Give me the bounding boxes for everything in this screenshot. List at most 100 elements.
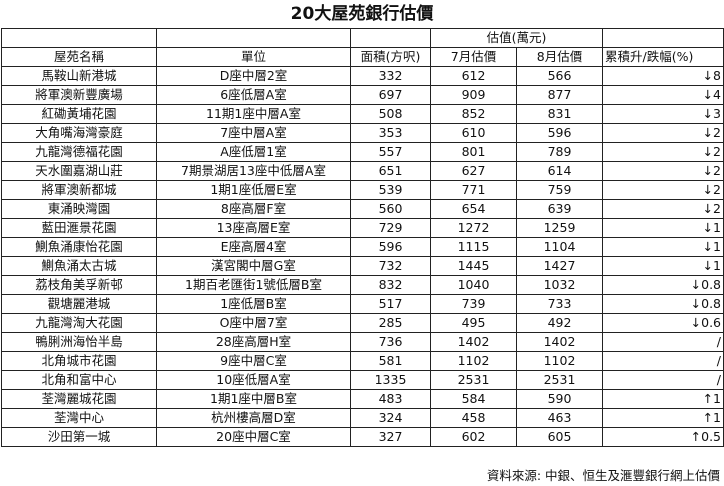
cell-unit: 20座中層C室 xyxy=(156,427,351,447)
table-row: 觀塘麗港城 1座低層B室 517 739 733 ↓0.8 xyxy=(1,294,724,314)
cell-july-valuation: 2531 xyxy=(430,370,517,390)
cell-july-valuation: 654 xyxy=(430,199,517,219)
cell-august-valuation: 1427 xyxy=(515,256,604,276)
cell-unit: D座中層2室 xyxy=(156,66,351,86)
header-area: 面積(方呎) xyxy=(350,47,431,67)
cell-area: 517 xyxy=(350,294,431,314)
cell-august-valuation: 1102 xyxy=(515,351,604,371)
header-unit: 單位 xyxy=(156,47,351,67)
cell-change: ↓8 xyxy=(602,66,724,86)
table-row: 藍田滙景花園 13座高層E室 729 1272 1259 ↓1 xyxy=(1,218,724,238)
cell-area: 729 xyxy=(350,218,431,238)
cell-august-valuation: 733 xyxy=(515,294,604,314)
cell-unit: 10座低層A室 xyxy=(156,370,351,390)
table-row: 鰂魚涌康怡花園 E座高層4室 596 1115 1104 ↓1 xyxy=(1,237,724,257)
cell-change: ↓3 xyxy=(602,104,724,124)
cell-august-valuation: 789 xyxy=(515,142,604,162)
header-blank-estate xyxy=(1,28,157,48)
table-row: 鴨脷洲海怡半島 28座高層H室 736 1402 1402/ xyxy=(1,332,724,352)
cell-estate: 荃灣中心 xyxy=(1,408,157,428)
cell-area: 651 xyxy=(350,161,431,181)
cell-estate: 觀塘麗港城 xyxy=(1,294,157,314)
table-body: 馬鞍山新港城 D座中層2室 332 612 566 ↓8 將軍澳新豐廣場 6座低層A室 697 9… xyxy=(1,66,724,447)
cell-july-valuation: 1402 xyxy=(430,332,517,352)
cell-area: 483 xyxy=(350,389,431,409)
table-row: 荔枝角美孚新邨 1期百老匯街1號低層B室 832 1040 1032 ↓0.8 xyxy=(1,275,724,295)
cell-unit: 11期1座中層A室 xyxy=(156,104,351,124)
cell-august-valuation: 605 xyxy=(515,427,604,447)
source-note: 資料來源: 中銀、恒生及滙豐銀行網上估價 xyxy=(486,468,720,483)
cell-july-valuation: 909 xyxy=(430,85,517,105)
cell-unit: 1座低層B室 xyxy=(156,294,351,314)
cell-change: ↓2 xyxy=(602,142,724,162)
cell-august-valuation: 1259 xyxy=(515,218,604,238)
cell-estate: 大角嘴海灣豪庭 xyxy=(1,123,157,143)
cell-area: 557 xyxy=(350,142,431,162)
cell-august-valuation: 463 xyxy=(515,408,604,428)
cell-august-valuation: 492 xyxy=(515,313,604,333)
cell-july-valuation: 602 xyxy=(430,427,517,447)
cell-july-valuation: 771 xyxy=(430,180,517,200)
cell-august-valuation: 614 xyxy=(515,161,604,181)
cell-august-valuation: 2531 xyxy=(515,370,604,390)
cell-unit: 1期1座低層E室 xyxy=(156,180,351,200)
cell-unit: O座中層7室 xyxy=(156,313,351,333)
header-row: 屋苑名稱 單位 面積(方呎) 7月估價 8月估價 累積升/跌幅(%) xyxy=(1,47,724,67)
cell-change: ↓2 xyxy=(602,123,724,143)
cell-area: 324 xyxy=(350,408,431,428)
cell-area: 581 xyxy=(350,351,431,371)
cell-change: / xyxy=(602,332,724,352)
cell-unit: A座低層1室 xyxy=(156,142,351,162)
cell-unit: 7期景湖居13座中低層A室 xyxy=(156,161,351,181)
cell-area: 285 xyxy=(350,313,431,333)
cell-area: 327 xyxy=(350,427,431,447)
cell-july-valuation: 1445 xyxy=(430,256,517,276)
cell-estate: 荔枝角美孚新邨 xyxy=(1,275,157,295)
cell-area: 697 xyxy=(350,85,431,105)
cell-change: ↓0.8 xyxy=(602,294,724,314)
header-change: 累積升/跌幅(%) xyxy=(602,47,724,67)
cell-change: ↓0.6 xyxy=(602,313,724,333)
cell-unit: 9座中層C室 xyxy=(156,351,351,371)
cell-august-valuation: 759 xyxy=(515,180,604,200)
cell-unit: 漢宮閣中層G室 xyxy=(156,256,351,276)
table-row: 紅磡黃埔花園 11期1座中層A室 508 852 831 ↓3 xyxy=(1,104,724,124)
cell-change: ↓2 xyxy=(602,161,724,181)
table-row: 將軍澳新豐廣場 6座低層A室 697 909 877 ↓4 xyxy=(1,85,724,105)
cell-unit: 8座高層F室 xyxy=(156,199,351,219)
cell-july-valuation: 1115 xyxy=(430,237,517,257)
cell-august-valuation: 1104 xyxy=(515,237,604,257)
cell-estate: 天水圍嘉湖山莊 xyxy=(1,161,157,181)
header-estate: 屋苑名稱 xyxy=(1,47,157,67)
cell-estate: 紅磡黃埔花園 xyxy=(1,104,157,124)
cell-july-valuation: 495 xyxy=(430,313,517,333)
cell-estate: 鰂魚涌康怡花園 xyxy=(1,237,157,257)
cell-august-valuation: 639 xyxy=(515,199,604,219)
header-blank-unit xyxy=(156,28,351,48)
cell-area: 732 xyxy=(350,256,431,276)
cell-area: 539 xyxy=(350,180,431,200)
cell-estate: 將軍澳新豐廣場 xyxy=(1,85,157,105)
cell-july-valuation: 1102 xyxy=(430,351,517,371)
cell-august-valuation: 831 xyxy=(515,104,604,124)
cell-august-valuation: 590 xyxy=(515,389,604,409)
cell-change: ↓2 xyxy=(602,199,724,219)
cell-estate: 鰂魚涌太古城 xyxy=(1,256,157,276)
header-july: 7月估價 xyxy=(430,47,517,67)
header-row-top: 估值(萬元) xyxy=(1,28,724,48)
cell-area: 1335 xyxy=(350,370,431,390)
cell-july-valuation: 1272 xyxy=(430,218,517,238)
table-row: 天水圍嘉湖山莊 7期景湖居13座中低層A室 651 627 614 ↓2 xyxy=(1,161,724,181)
cell-estate: 九龍灣淘大花園 xyxy=(1,313,157,333)
cell-change: ↓4 xyxy=(602,85,724,105)
cell-area: 560 xyxy=(350,199,431,219)
cell-estate: 藍田滙景花園 xyxy=(1,218,157,238)
header-august: 8月估價 xyxy=(515,47,604,67)
cell-august-valuation: 566 xyxy=(515,66,604,86)
cell-change: ↓1 xyxy=(602,218,724,238)
cell-area: 832 xyxy=(350,275,431,295)
cell-change: ↓0.8 xyxy=(602,275,724,295)
cell-unit: 6座低層A室 xyxy=(156,85,351,105)
cell-estate: 東涌映灣園 xyxy=(1,199,157,219)
cell-area: 736 xyxy=(350,332,431,352)
